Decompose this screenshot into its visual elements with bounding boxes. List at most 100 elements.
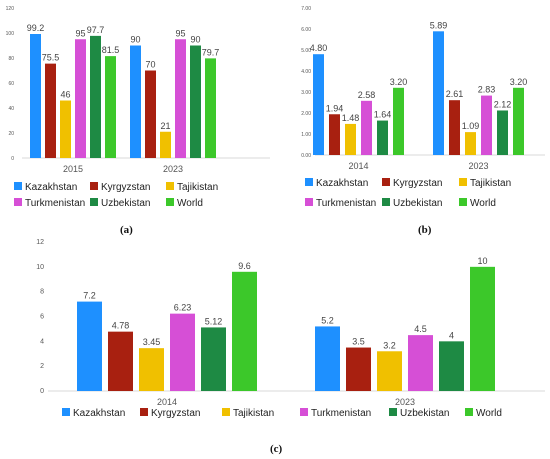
bar-uzbekistan-2023 — [190, 45, 201, 158]
data-label: 3.45 — [143, 337, 161, 347]
y-tick-label: 2 — [40, 363, 44, 370]
panel-label-a: (a) — [120, 224, 133, 236]
legend-label-kazakhstan: Kazakhstan — [25, 182, 77, 193]
legend-label-uzbekistan: Uzbekistan — [393, 198, 442, 209]
legend-swatch-uzbekistan — [90, 198, 98, 206]
y-tick-label: 7.00 — [301, 6, 311, 12]
legend-swatch-uzbekistan — [389, 408, 397, 416]
data-label: 79.7 — [202, 47, 220, 57]
y-tick-label: 12 — [36, 239, 44, 246]
x-category-label: 2023 — [163, 164, 183, 174]
bar-world-2015 — [105, 56, 116, 158]
data-label: 1.64 — [374, 110, 392, 120]
bar-uzbekistan-2014 — [201, 327, 226, 391]
bar-turkmenistan-2023 — [481, 95, 492, 155]
bar-kyrgyzstan-2023 — [145, 70, 156, 158]
bar-world-2014 — [393, 87, 404, 155]
legend-swatch-tajikistan — [222, 408, 230, 416]
bar-kyrgyzstan-2023 — [449, 100, 460, 155]
x-category-label: 2015 — [63, 164, 83, 174]
data-label: 4.78 — [112, 321, 130, 331]
bar-kyrgyzstan-2014 — [329, 114, 340, 155]
data-label: 4.80 — [310, 43, 328, 53]
legend-label-kazakhstan: Kazakhstan — [316, 178, 368, 189]
legend-swatch-tajikistan — [166, 182, 174, 190]
legend-label-tajikistan: Tajikistan — [177, 182, 218, 193]
y-tick-label: 3.00 — [301, 90, 311, 96]
bar-world-2023 — [513, 87, 524, 155]
x-category-label: 2014 — [157, 397, 177, 407]
data-label: 90 — [190, 35, 200, 45]
legend-label-kyrgyzstan: Kyrgyzstan — [151, 408, 200, 419]
data-label: 3.20 — [390, 77, 408, 87]
legend-swatch-kyrgyzstan — [382, 178, 390, 186]
legend-label-world: World — [476, 408, 502, 419]
legend-label-uzbekistan: Uzbekistan — [400, 408, 449, 419]
legend-swatch-world — [459, 198, 467, 206]
legend-swatch-turkmenistan — [14, 198, 22, 206]
bar-world-2023 — [205, 58, 216, 158]
data-label: 5.2 — [321, 315, 334, 325]
bar-tajikistan-2023 — [465, 132, 476, 155]
legend-swatch-turkmenistan — [300, 408, 308, 416]
bar-tajikistan-2014 — [139, 348, 164, 391]
data-label: 9.6 — [238, 261, 251, 271]
bar-kazakhstan-2023 — [130, 45, 141, 158]
y-tick-label: 100 — [6, 31, 15, 37]
bar-tajikistan-2014 — [345, 123, 356, 155]
bar-kazakhstan-2014 — [77, 301, 102, 391]
data-label: 3.20 — [510, 77, 528, 87]
legend-swatch-kazakhstan — [62, 408, 70, 416]
data-label: 3.5 — [352, 337, 365, 347]
legend-swatch-uzbekistan — [382, 198, 390, 206]
bar-world-2014 — [232, 271, 257, 391]
y-tick-label: 10 — [36, 264, 44, 271]
data-label: 75.5 — [42, 53, 60, 63]
data-label: 2.12 — [494, 99, 512, 109]
y-tick-label: 120 — [6, 6, 15, 12]
chart-b: 0.00 1.00 2.00 3.00 4.00 5.00 6.00 7.00 4.80 1.94… — [301, 6, 545, 209]
data-label: 95 — [75, 28, 85, 38]
data-label: 21 — [160, 121, 170, 131]
legend-swatch-kazakhstan — [305, 178, 313, 186]
legend-label-tajikistan: Tajikistan — [470, 178, 511, 189]
data-label: 4 — [449, 330, 454, 340]
bar-turkmenistan-2023 — [175, 39, 186, 158]
y-tick-label: 0.00 — [301, 153, 311, 159]
legend-swatch-world — [166, 198, 174, 206]
y-tick-label: 0 — [11, 156, 14, 162]
bar-kyrgyzstan-2023 — [346, 347, 371, 391]
panel-label-c: (c) — [270, 443, 283, 455]
bar-kazakhstan-2015 — [30, 34, 41, 158]
data-label: 46 — [60, 90, 70, 100]
chart-c: 0 2 4 6 8 10 12 7.2 4.78 3.45 6.23 5.12 9.6 2014 5.2 3.… — [36, 239, 545, 419]
y-tick-label: 4 — [40, 338, 44, 345]
data-label: 2.83 — [478, 85, 496, 95]
legend-swatch-tajikistan — [459, 178, 467, 186]
data-label: 1.48 — [342, 113, 360, 123]
data-label: 90 — [130, 35, 140, 45]
data-label: 10 — [477, 256, 487, 266]
y-tick-label: 5.00 — [301, 48, 311, 54]
data-label: 99.2 — [27, 23, 45, 33]
bar-turkmenistan-2014 — [361, 100, 372, 155]
legend-label-turkmenistan: Turkmenistan — [311, 408, 371, 419]
bar-kazakhstan-2023 — [433, 31, 444, 156]
legend-label-turkmenistan: Turkmenistan — [316, 198, 376, 209]
bar-kyrgyzstan-2015 — [45, 63, 56, 158]
legend-label-world: World — [470, 198, 496, 209]
y-tick-label: 8 — [40, 289, 44, 296]
x-category-label: 2014 — [348, 161, 368, 171]
data-label: 1.94 — [326, 103, 344, 113]
y-tick-label: 6 — [40, 314, 44, 321]
data-label: 2.61 — [446, 89, 464, 99]
bar-kyrgyzstan-2014 — [108, 331, 133, 391]
legend-swatch-kyrgyzstan — [140, 408, 148, 416]
y-tick-label: 2.00 — [301, 111, 311, 117]
bar-turkmenistan-2023 — [408, 335, 433, 391]
bar-uzbekistan-2015 — [90, 35, 101, 158]
bar-turkmenistan-2015 — [75, 39, 86, 158]
bar-kazakhstan-2014 — [313, 54, 324, 156]
data-label: 81.5 — [102, 45, 120, 55]
